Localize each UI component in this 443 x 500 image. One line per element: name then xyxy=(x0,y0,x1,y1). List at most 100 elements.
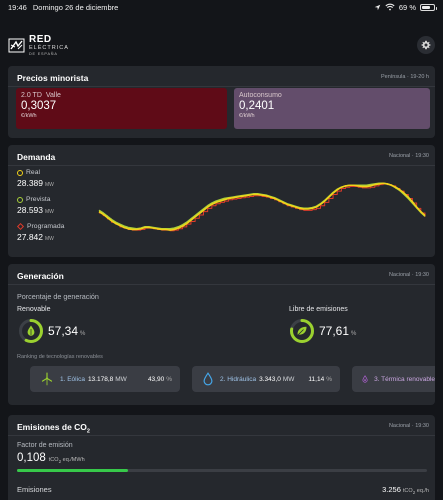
legend-real: Real 28.389 MW xyxy=(17,169,54,188)
legend-programada-marker xyxy=(16,222,25,231)
ranking-eolica-pct: 43,90% xyxy=(147,375,172,383)
demand-card[interactable]: Demanda Nacional · 19:30 Real 28.389 MW P… xyxy=(8,145,435,257)
price-autoconsumo-box[interactable]: Autoconsumo 0,2401 €/kWh xyxy=(234,88,430,129)
leaf-drop-icon xyxy=(27,325,35,336)
card-divider xyxy=(8,165,435,166)
legend-programada-unit: MW xyxy=(45,236,54,242)
card-meta: Nacional · 19:30 xyxy=(388,153,429,159)
ranking-eolica-pct-value: 43,90 xyxy=(147,375,165,383)
series-line-programada xyxy=(99,183,426,232)
legend-real-label: Real xyxy=(26,169,40,176)
renewable-ranking-title: Ranking de tecnologías renovables xyxy=(17,354,103,360)
card-divider xyxy=(8,284,435,285)
emissions-number: 3.256 xyxy=(382,485,401,494)
emission-free-label: Libre de emisiones xyxy=(289,306,348,313)
wind-turbine-icon xyxy=(41,372,53,386)
logo-line3: DE ESPAÑA xyxy=(29,51,58,56)
renewable-value-number: 57,34 xyxy=(48,324,79,338)
generation-subtitle: Porcentaje de generación xyxy=(17,292,99,301)
ranking-item-eolica[interactable]: 1. Eólica 13.178,8 MW 43,90% xyxy=(30,366,180,392)
status-bar: 19:46 Domingo 26 de diciembre 69 % xyxy=(0,0,443,14)
series-line-real xyxy=(98,182,426,231)
price-valle-unit: €/kWh xyxy=(21,113,37,119)
tariff-name: 2.0 TD xyxy=(21,92,42,99)
status-date: Domingo 26 de diciembre xyxy=(32,2,119,12)
price-valle-value: 0,3037 xyxy=(21,100,57,112)
ranking-item-hidraulica[interactable]: 2. Hidráulica 3.343,0 MW 11,14% xyxy=(192,366,340,392)
emission-free-value-number: 77,61 xyxy=(319,324,350,338)
ranking-hidraulica-pct-value: 11,14 xyxy=(308,375,325,383)
legend-real-value: 28.389 xyxy=(17,178,43,188)
legend-programada-label: Programada xyxy=(27,223,65,230)
renewable-gauge xyxy=(19,319,43,343)
ranking-hidraulica-value: 3.343,0 xyxy=(259,375,281,383)
card-meta: Nacional · 19:30 xyxy=(388,272,429,278)
card-divider xyxy=(8,435,435,436)
emissions-unit-a: tCO xyxy=(402,488,413,494)
ranking-eolica-unit: MW xyxy=(115,375,127,383)
battery-percentage: 69 % xyxy=(398,2,416,12)
ranking-hidraulica-unit: MW xyxy=(282,375,295,383)
generation-card[interactable]: Generación Nacional · 19:30 Porcentaje d… xyxy=(8,264,435,405)
status-left: 19:46 Domingo 26 de diciembre xyxy=(8,3,122,12)
battery-fill xyxy=(422,5,430,9)
emissions-unit: tCO2 eq./h xyxy=(402,488,429,496)
logo-line1: RED xyxy=(29,34,52,45)
logo-line2: ELÉCTRICA xyxy=(29,45,69,51)
card-title: Demanda xyxy=(17,152,56,162)
emissions-unit-sub: 2 xyxy=(412,490,416,496)
emission-free-unit: % xyxy=(351,331,357,337)
factor-unit-sub: 2 xyxy=(58,459,62,465)
demand-chart[interactable] xyxy=(96,173,428,245)
water-drop-icon xyxy=(203,372,213,386)
legend-real-marker xyxy=(17,169,23,176)
tariff-period: Valle xyxy=(45,92,61,99)
card-meta: Península · 19-20 h xyxy=(380,74,429,80)
retail-prices-card[interactable]: Precios minorista Península · 19-20 h 2.… xyxy=(8,66,435,138)
thermal-drop-icon xyxy=(362,375,368,383)
emissions-card[interactable]: Emisiones de CO2 Nacional · 19:30 Factor… xyxy=(8,415,435,500)
ranking-item-termica[interactable]: 3. Térmica renovable xyxy=(352,366,435,392)
price-valle-label: 2.0 TD Valle xyxy=(21,92,222,99)
legend-prevista-marker xyxy=(17,196,23,203)
emission-factor-bar-fill xyxy=(17,469,128,472)
legend-prevista-unit: MW xyxy=(45,209,54,215)
factor-unit-b: eq./MWh xyxy=(61,457,85,463)
status-right: 69 % xyxy=(374,2,437,12)
emission-factor-value: 0,108 tCO2 eq./MWh xyxy=(17,452,85,464)
emission-factor-number: 0,108 xyxy=(17,452,46,464)
emissions-value: 3.256 tCO2 eq./h xyxy=(382,485,429,495)
card-title: Precios minorista xyxy=(17,73,89,83)
legend-prevista: Prevista 28.593 MW xyxy=(17,196,54,215)
emission-factor-bar xyxy=(17,469,427,472)
settings-button[interactable] xyxy=(417,36,435,54)
app-header: RED ELÉCTRICA DE ESPAÑA xyxy=(0,30,443,60)
legend-prevista-label: Prevista xyxy=(26,196,51,203)
price-autoconsumo-unit: €/kWh xyxy=(239,113,255,119)
renewable-value: 57,34% xyxy=(48,324,85,338)
ree-logo-icon xyxy=(8,38,25,53)
price-autoconsumo-value: 0,2401 xyxy=(239,100,275,112)
ranking-termica-name: 3. Térmica renovable xyxy=(374,375,435,383)
emission-free-value: 77,61% xyxy=(319,324,356,338)
ranking-hidraulica-name: 2. Hidráulica xyxy=(220,375,257,383)
location-arrow-icon xyxy=(374,4,381,10)
price-autoconsumo-label: Autoconsumo xyxy=(239,92,282,99)
price-valle-box[interactable]: 2.0 TD Valle 0,3037 €/kWh xyxy=(16,88,227,129)
ree-logo: RED ELÉCTRICA DE ESPAÑA xyxy=(8,35,69,56)
series-line-prevista xyxy=(98,182,426,230)
battery-icon xyxy=(420,3,437,11)
renewable-unit: % xyxy=(80,331,86,337)
gear-icon xyxy=(421,40,431,50)
factor-unit-a: tCO xyxy=(48,457,59,463)
emission-factor-unit: tCO2 eq./MWh xyxy=(48,457,85,465)
emissions-unit-b: eq./h xyxy=(415,488,429,494)
leaf-icon xyxy=(297,326,307,336)
ranking-eolica-name: 1. Eólica xyxy=(60,375,85,383)
emission-free-gauge xyxy=(290,319,314,343)
card-divider xyxy=(8,86,435,87)
legend-programada-value: 27.842 xyxy=(17,232,43,242)
card-title: Emisiones de CO2 xyxy=(17,422,90,435)
wifi-icon xyxy=(385,3,395,11)
legend-programada: Programada 27.842 MW xyxy=(16,222,65,242)
